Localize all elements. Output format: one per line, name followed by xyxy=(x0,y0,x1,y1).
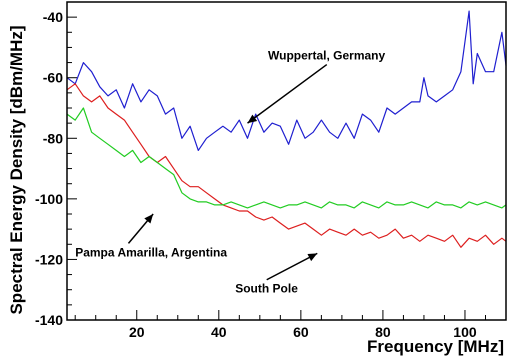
x-axis-title: Frequency [MHz] xyxy=(367,337,504,356)
plot-frame xyxy=(66,1,507,321)
annotation-arrow-0 xyxy=(247,63,328,124)
y-tick-label: -40 xyxy=(43,9,63,25)
series-line-1 xyxy=(66,83,507,248)
tick-layer: 20 40 60 80 100 -140 -120 -100 -80 -60 -40 xyxy=(35,1,507,340)
series-layer xyxy=(66,10,507,248)
annotation-layer: Wuppertal, Germany Pampa Amarilla, Argent… xyxy=(75,49,385,296)
series-line-0 xyxy=(66,10,507,151)
annotation-arrow-2 xyxy=(266,252,318,281)
y-tick-label: -100 xyxy=(35,191,63,207)
x-tick-label: 80 xyxy=(375,324,391,340)
y-tick-label: -140 xyxy=(35,312,63,328)
annotation-label-0: Wuppertal, Germany xyxy=(268,49,385,63)
annotation-label-1: Pampa Amarilla, Argentina xyxy=(75,245,227,259)
y-tick-label: -80 xyxy=(43,130,63,146)
annotation-label-2: South Pole xyxy=(235,282,298,296)
series-line-2 xyxy=(66,107,507,209)
x-tick-label: 40 xyxy=(211,324,227,340)
annotation-arrowhead-0 xyxy=(247,114,258,124)
annotation-arrowhead-2 xyxy=(307,253,318,262)
y-tick-label: -120 xyxy=(35,251,63,267)
x-tick-label: 60 xyxy=(293,324,309,340)
y-tick-label: -60 xyxy=(43,70,63,86)
x-tick-label: 20 xyxy=(129,324,145,340)
y-axis-title: Spectral Energy Density [dBm/MHz] xyxy=(7,25,26,314)
annotation-arrowhead-1 xyxy=(144,214,154,224)
x-tick-label: 100 xyxy=(453,324,477,340)
